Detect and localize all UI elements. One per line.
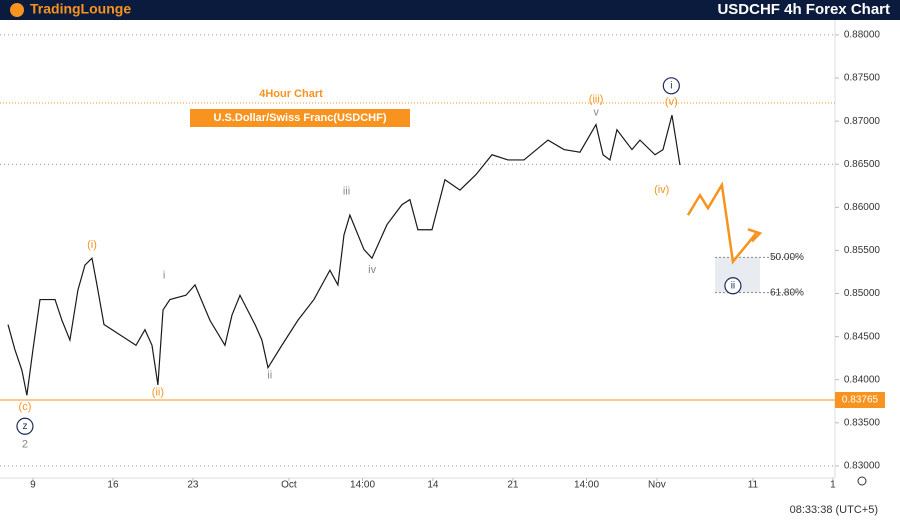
projection-line bbox=[686, 181, 758, 265]
chart-title: USDCHF 4h Forex Chart bbox=[717, 1, 890, 18]
y-tick-label: 0.83500 bbox=[844, 417, 881, 428]
x-tick-label: Oct bbox=[281, 480, 297, 491]
x-tick-label: 1 bbox=[830, 480, 836, 491]
wave-label: i bbox=[163, 269, 165, 281]
y-tick-label: 0.87000 bbox=[844, 116, 881, 127]
x-tick-label: Nov bbox=[648, 480, 666, 491]
y-tick-label: 0.86000 bbox=[844, 202, 881, 213]
wave-label: ii bbox=[267, 369, 272, 381]
wave-circle bbox=[16, 417, 34, 435]
logo-icon bbox=[10, 3, 24, 17]
fib-label: 61.80% bbox=[770, 287, 804, 298]
wave-circle bbox=[724, 277, 742, 295]
price-line bbox=[7, 114, 681, 396]
y-tick-label: 0.87500 bbox=[844, 73, 881, 84]
instrument-box bbox=[190, 109, 410, 127]
support-tag bbox=[835, 391, 885, 408]
x-tick-label: 11 bbox=[748, 480, 759, 491]
y-tick-label: 0.85000 bbox=[844, 288, 881, 299]
support-label: 0.83765 bbox=[842, 395, 879, 406]
x-tick-label: 14 bbox=[427, 480, 439, 491]
x-tick-label: 21 bbox=[507, 480, 519, 491]
fib-label: 50.00% bbox=[770, 252, 804, 263]
wave-circle bbox=[662, 77, 680, 95]
wave-label: 2 bbox=[22, 438, 28, 450]
y-tick-label: 0.88000 bbox=[844, 30, 881, 41]
wave-label: (c) bbox=[19, 401, 32, 413]
x-tick-label: 14:00 bbox=[350, 480, 375, 491]
x-tick-label: 9 bbox=[30, 480, 36, 491]
wave-label: v bbox=[593, 106, 599, 118]
brand: TradingLounge bbox=[30, 1, 131, 17]
y-tick-label: 0.83000 bbox=[844, 461, 881, 472]
settings-icon[interactable] bbox=[857, 476, 867, 486]
wave-label: iv bbox=[368, 264, 376, 276]
wave-circle-label: ii bbox=[731, 280, 735, 291]
y-tick-label: 0.86500 bbox=[844, 159, 881, 170]
clock: 08:33:38 (UTC+5) bbox=[790, 504, 878, 516]
wave-label: (iv) bbox=[654, 184, 669, 196]
wave-label: iii bbox=[343, 186, 350, 198]
wave-circle-label: i bbox=[670, 80, 672, 91]
x-tick-label: 14:00 bbox=[574, 480, 599, 491]
y-tick-label: 0.84000 bbox=[844, 374, 881, 385]
subtitle: 4Hour Chart bbox=[259, 88, 323, 100]
x-tick-label: 23 bbox=[187, 480, 199, 491]
y-tick-label: 0.84500 bbox=[844, 331, 881, 342]
instrument: U.S.Dollar/Swiss Franc(USDCHF) bbox=[214, 112, 387, 124]
wave-label: (ii) bbox=[152, 387, 164, 399]
header-bar bbox=[0, 0, 900, 20]
x-tick-label: 16 bbox=[107, 480, 119, 491]
projection-arrow bbox=[747, 228, 763, 243]
wave-label: (iii) bbox=[589, 93, 604, 105]
wave-label: (i) bbox=[87, 239, 97, 251]
wave-label: (v) bbox=[665, 96, 678, 108]
y-tick-label: 0.85500 bbox=[844, 245, 881, 256]
wave-circle-label: z bbox=[22, 421, 27, 432]
